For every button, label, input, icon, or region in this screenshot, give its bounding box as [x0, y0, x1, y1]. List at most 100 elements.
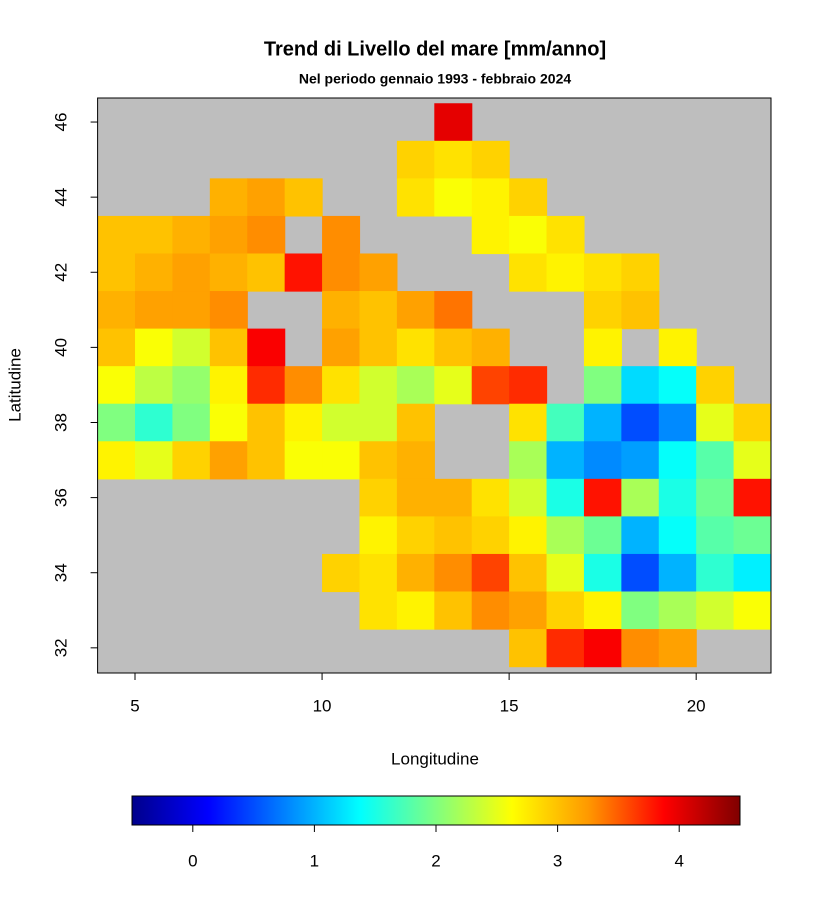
heatmap-cell: [696, 591, 735, 630]
y-tick-label: 38: [51, 413, 70, 432]
heatmap-cell: [583, 253, 622, 292]
heatmap-cell: [135, 328, 174, 367]
heatmap-cell: [97, 215, 136, 255]
heatmap-cell: [583, 478, 622, 517]
heatmap-cell: [359, 591, 398, 630]
heatmap-cell: [209, 291, 248, 330]
colorbar-tick-label: 2: [431, 851, 440, 870]
heatmap-cell: [209, 328, 248, 367]
heatmap-cell: [396, 478, 435, 517]
y-tick-label: 46: [51, 113, 70, 132]
heatmap-cell: [658, 441, 697, 480]
heatmap-cell: [322, 441, 361, 480]
heatmap-cell: [696, 366, 735, 405]
colorbar-tick-label: 4: [674, 851, 683, 870]
heatmap-cell: [696, 478, 735, 517]
heatmap-cell: [509, 403, 548, 442]
heatmap-cell: [509, 553, 548, 593]
heatmap-cell: [396, 178, 435, 217]
plot-frame: [97, 97, 772, 674]
heatmap-cell: [209, 253, 248, 292]
heatmap-cell: [621, 478, 660, 517]
heatmap-cell: [247, 178, 286, 217]
heatmap-cell: [434, 478, 473, 517]
heatmap-cell: [658, 403, 697, 442]
heatmap-cell: [396, 366, 435, 405]
heatmap-cell: [97, 291, 136, 330]
heatmap-cell: [546, 591, 585, 630]
heatmap-cell: [97, 403, 136, 442]
heatmap-cell: [209, 403, 248, 442]
y-tick-label: 32: [51, 638, 70, 657]
heatmap-cell: [434, 516, 473, 555]
heatmap-cell: [509, 516, 548, 555]
heatmap-cell: [471, 366, 510, 405]
heatmap-cell: [658, 478, 697, 517]
heatmap-cell: [434, 291, 473, 330]
colorbar-tick-label: 1: [310, 851, 319, 870]
heatmap-cell: [434, 103, 473, 142]
heatmap-cell: [396, 140, 435, 179]
heatmap-cell: [359, 478, 398, 517]
colorbar: [131, 795, 741, 826]
heatmap-cell: [359, 366, 398, 405]
y-tick-label: 40: [51, 338, 70, 357]
heatmap-cell: [621, 553, 660, 593]
heatmap-cell: [135, 441, 174, 480]
heatmap-cell: [546, 516, 585, 555]
x-tick-label: 10: [313, 696, 332, 715]
heatmap-cell: [322, 403, 361, 442]
heatmap-cell: [509, 253, 548, 292]
heatmap-cell: [434, 553, 473, 593]
heatmap-cell: [583, 366, 622, 405]
colorbar-tick-label: 0: [188, 851, 197, 870]
chart-title: Trend di Livello del mare [mm/anno]: [264, 38, 606, 60]
heatmap-cell: [509, 178, 548, 217]
x-tick-label: 20: [687, 696, 706, 715]
y-axis-label: Latitudine: [5, 348, 24, 422]
heatmap-cell: [434, 591, 473, 630]
heatmap-cell: [733, 516, 772, 555]
heatmap-cell: [733, 553, 772, 593]
heatmap-cell: [621, 291, 660, 330]
heatmap-cell: [97, 328, 136, 367]
heatmap-cell: [247, 215, 286, 255]
y-tick-label: 34: [51, 563, 70, 582]
heatmap-cell: [172, 253, 211, 292]
heatmap-cell: [359, 403, 398, 442]
y-tick-label: 36: [51, 488, 70, 507]
heatmap-cell: [396, 516, 435, 555]
heatmap-cell: [471, 140, 510, 179]
heatmap-cell: [658, 629, 697, 668]
heatmap-cell: [733, 441, 772, 480]
heatmap-cell: [172, 441, 211, 480]
heatmap-cell: [359, 328, 398, 367]
heatmap-cell: [733, 478, 772, 517]
heatmap-cell: [696, 553, 735, 593]
heatmap-cell: [733, 591, 772, 630]
heatmap-cell: [284, 253, 323, 292]
heatmap-cell: [696, 403, 735, 442]
heatmap-cell: [247, 253, 286, 292]
heatmap-cell: [546, 403, 585, 442]
heatmap-cell: [583, 553, 622, 593]
heatmap-cell: [135, 366, 174, 405]
heatmap-cell: [658, 591, 697, 630]
heatmap-cell: [172, 215, 211, 255]
heatmap-cell: [696, 516, 735, 555]
heatmap-cell: [621, 591, 660, 630]
heatmap-cell: [247, 403, 286, 442]
heatmap-cell: [284, 403, 323, 442]
heatmap-cell: [209, 441, 248, 480]
heatmap-cell: [583, 516, 622, 555]
heatmap-cell: [247, 441, 286, 480]
heatmap-cell: [284, 441, 323, 480]
heatmap-cell: [172, 291, 211, 330]
heatmap-cell: [471, 215, 510, 255]
heatmap-cell: [509, 441, 548, 480]
heatmap-cell: [135, 291, 174, 330]
heatmap-cell: [658, 328, 697, 367]
heatmap-cell: [546, 478, 585, 517]
